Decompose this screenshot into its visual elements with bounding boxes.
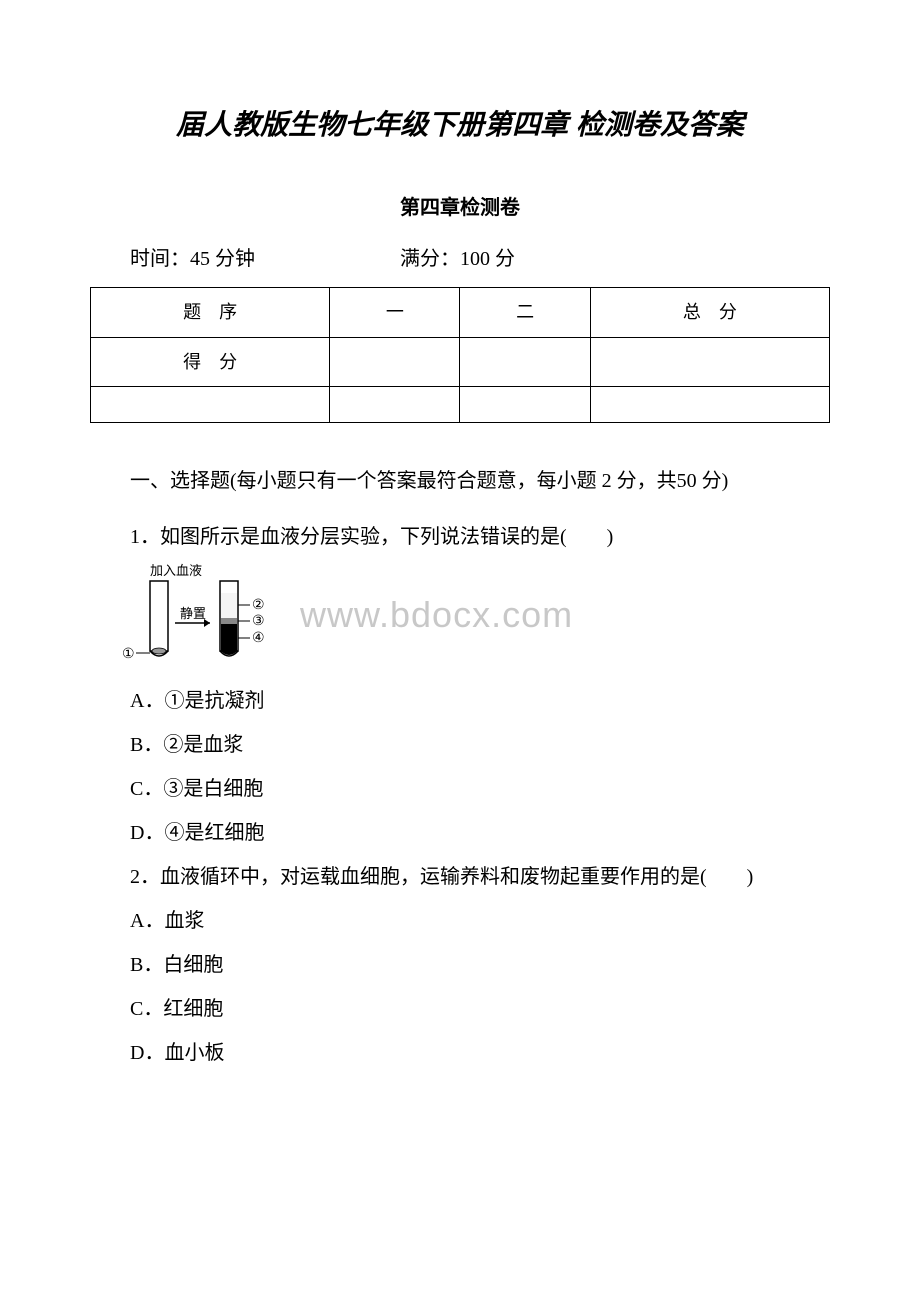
chapter-subtitle: 第四章检测卷 xyxy=(90,190,830,226)
option: A．血浆 xyxy=(90,903,830,939)
table-header-cell: 一 xyxy=(330,288,460,337)
table-header-cell: 题 序 xyxy=(91,288,330,337)
diagram-top-label: 加入血液 xyxy=(150,563,202,578)
option: B．②是血浆 xyxy=(90,727,830,763)
option: A．①是抗凝剂 xyxy=(90,683,830,719)
table-header-cell: 总 分 xyxy=(590,288,829,337)
table-cell xyxy=(590,387,829,423)
score-table: 题 序 一 二 总 分 得 分 xyxy=(90,287,830,423)
diagram-wrapper: 加入血液 ① 静置 ② xyxy=(90,563,830,673)
table-cell xyxy=(460,387,590,423)
option: B．白细胞 xyxy=(90,947,830,983)
table-cell xyxy=(590,337,829,386)
diagram-label-2: ② xyxy=(252,598,265,613)
table-row: 得 分 xyxy=(91,337,830,386)
option: C．③是白细胞 xyxy=(90,771,830,807)
section-instruction: 一、选择题(每小题只有一个答案最符合题意，每小题 2 分，共50 分) xyxy=(90,463,830,499)
option: D．血小板 xyxy=(90,1035,830,1071)
table-header-cell: 二 xyxy=(460,288,590,337)
diagram-label-3: ③ xyxy=(252,614,265,629)
score-label: 满分：100 分 xyxy=(400,241,515,277)
table-cell xyxy=(330,387,460,423)
tube-diagram-icon: 加入血液 ① 静置 ② xyxy=(120,563,320,673)
diagram-label-4: ④ xyxy=(252,631,265,646)
time-label: 时间：45 分钟 xyxy=(130,241,255,277)
table-cell xyxy=(91,387,330,423)
option: C．红细胞 xyxy=(90,991,830,1027)
diagram-label-1: ① xyxy=(122,647,135,662)
question-text: 2．血液循环中，对运载血细胞，运输养料和废物起重要作用的是( ) xyxy=(90,859,830,895)
time-score-info: 时间：45 分钟 满分：100 分 xyxy=(90,241,830,277)
diagram-middle-label: 静置 xyxy=(180,606,206,621)
table-cell xyxy=(330,337,460,386)
table-row: 题 序 一 二 总 分 xyxy=(91,288,830,337)
table-row xyxy=(91,387,830,423)
option: D．④是红细胞 xyxy=(90,815,830,851)
blood-layer-diagram: 加入血液 ① 静置 ② xyxy=(120,563,830,673)
question-text: 1．如图所示是血液分层实验，下列说法错误的是( ) xyxy=(90,519,830,555)
table-cell xyxy=(460,337,590,386)
page-title: 届人教版生物七年级下册第四章 检测卷及答案 xyxy=(90,100,830,150)
table-cell: 得 分 xyxy=(91,337,330,386)
